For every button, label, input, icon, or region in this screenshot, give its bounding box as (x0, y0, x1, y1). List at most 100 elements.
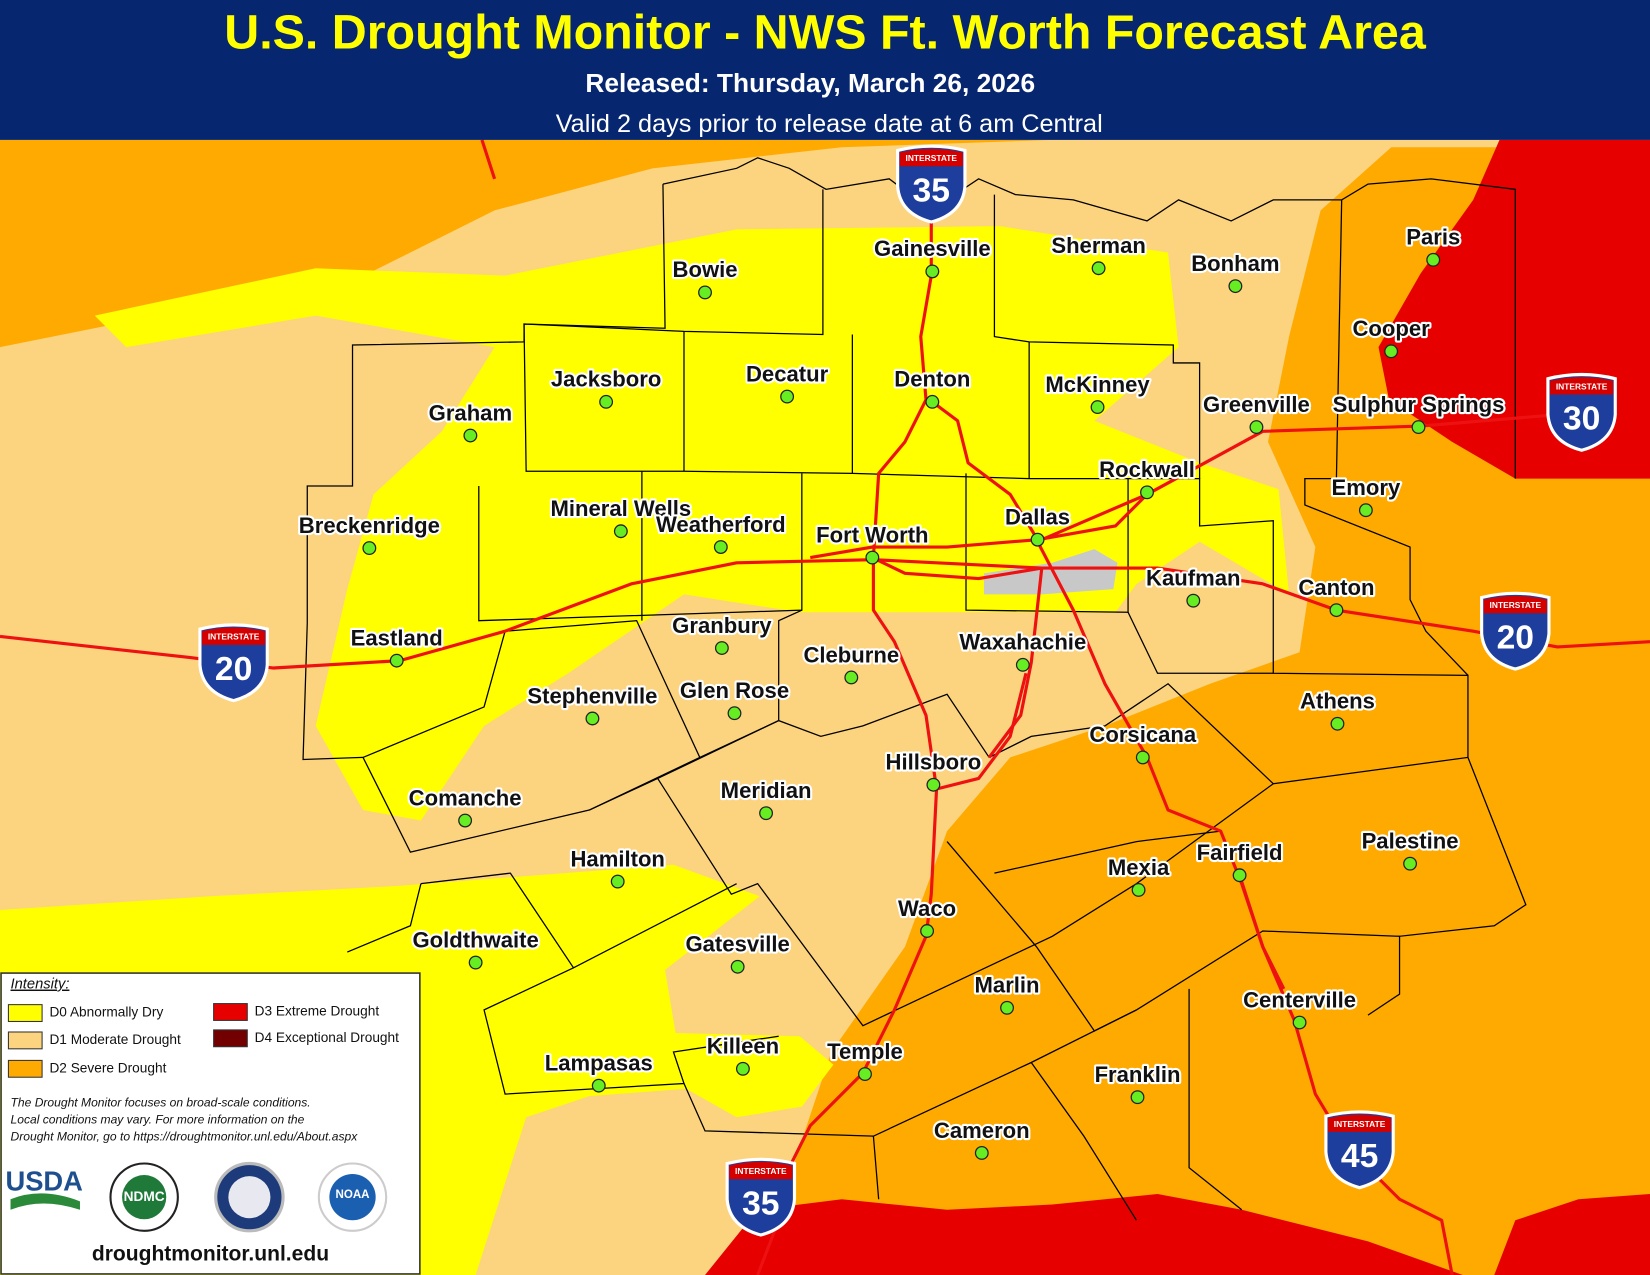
legend-swatch (213, 1029, 248, 1048)
road (871, 556, 1044, 759)
interstate-shield: INTERSTATE 20 (198, 623, 269, 703)
city-marker (714, 641, 729, 655)
city-label: McKinney (1045, 372, 1150, 397)
city-marker (1358, 503, 1373, 518)
interstate-shield: INTERSTATE 35 (725, 1157, 797, 1237)
city-label: Temple (827, 1039, 903, 1064)
city-label: Bowie (673, 257, 738, 282)
legend-label: D3 Extreme Drought (255, 1004, 380, 1019)
city-label: Lampasas (545, 1050, 653, 1075)
legend-note: Drought Monitor, go to https://droughtmo… (11, 1129, 359, 1143)
title: U.S. Drought Monitor - NWS Ft. Worth For… (224, 6, 1427, 60)
city-marker (591, 1078, 606, 1093)
shield-top (729, 1161, 793, 1180)
city-label: Kaufman (1146, 565, 1240, 590)
legend-label: D2 Severe Drought (49, 1060, 166, 1075)
county-line (872, 1136, 880, 1200)
county-line (965, 473, 1129, 613)
city-marker (698, 285, 712, 300)
shield-number: 45 (1341, 1138, 1378, 1175)
drought-area (1494, 1193, 1650, 1275)
logo-noaa-text: NOAA (335, 1189, 370, 1201)
city-marker (858, 1067, 872, 1082)
city-marker (613, 524, 628, 539)
interstate-shields: INTERSTATE35INTERSTATE20INTERSTATE30INTE… (198, 144, 1617, 1237)
lake (983, 549, 1118, 595)
county-line (1304, 199, 1469, 676)
city-marker (1135, 750, 1150, 765)
city-marker (1426, 252, 1441, 267)
legend-swatch (7, 1004, 43, 1022)
city-marker (759, 806, 774, 821)
city-marker (1015, 657, 1030, 672)
interstate-shield: INTERSTATE 35 (896, 144, 967, 224)
city-marker (1232, 868, 1247, 883)
county-line (662, 157, 1516, 479)
city-marker (844, 670, 859, 685)
shield-label: INTERSTATE (208, 632, 260, 642)
valid-note: Valid 2 days prior to release date at 6 … (556, 110, 1103, 138)
legend-label: D4 Exceptional Drought (255, 1030, 399, 1045)
city-label: Mexia (1108, 855, 1170, 880)
legend-label: D1 Moderate Drought (49, 1032, 181, 1047)
city-marker (1403, 856, 1418, 871)
drought-area (94, 226, 1290, 821)
logo-ndmc-text: NDMC (124, 1189, 165, 1204)
shield-top (899, 148, 963, 167)
logo-ndmc-inner (122, 1175, 167, 1220)
city-marker (1384, 344, 1399, 359)
county-line (1127, 611, 1274, 674)
city-marker (1091, 261, 1106, 276)
county-line (1188, 988, 1243, 1211)
county-line (993, 194, 1201, 479)
shield-number: 35 (742, 1185, 779, 1222)
shield-top (202, 627, 266, 645)
city-label: Gatesville (685, 932, 789, 957)
road (936, 672, 1028, 791)
city-marker (1030, 532, 1045, 547)
city-label: Dallas (1005, 504, 1070, 529)
city-marker (727, 706, 742, 721)
city-label: Comanche (409, 785, 522, 810)
city-marker (585, 711, 600, 726)
county-line (478, 473, 803, 622)
county-line (420, 872, 737, 969)
city-marker (463, 428, 478, 443)
legend-note: Local conditions may vary. For more info… (11, 1113, 305, 1127)
city-marker (713, 540, 728, 554)
shield-label: INTERSTATE (1490, 600, 1542, 610)
city-label: Killeen (707, 1034, 779, 1059)
city-marker (610, 874, 625, 889)
city-label: Rockwall (1099, 457, 1195, 482)
road (480, 139, 497, 180)
legend-swatch (7, 1059, 43, 1078)
city-label: Gainesville (874, 236, 991, 261)
county-line (362, 756, 701, 853)
road (787, 210, 939, 1169)
city-label: Sherman (1051, 233, 1145, 258)
city-label: Emory (1332, 475, 1401, 500)
interstate-shield: INTERSTATE 30 (1546, 372, 1617, 452)
released-date: Released: Thursday, March 26, 2026 (585, 68, 1035, 98)
city-marker (920, 924, 935, 938)
city-label: Glen Rose (680, 678, 789, 703)
shield-top (1483, 595, 1547, 614)
city-label: Sulphur Springs (1333, 392, 1505, 417)
city-label: Eastland (351, 625, 443, 650)
logo-doc-inner (228, 1176, 271, 1219)
city-label: Cooper (1352, 316, 1430, 341)
legend-title: Intensity: (11, 977, 70, 993)
drought-area (705, 1193, 1463, 1275)
city-label: Granbury (672, 613, 772, 638)
city-label: Mineral Wells (550, 496, 691, 521)
city-label: Hillsboro (886, 750, 982, 775)
logo-usda-wave (10, 1193, 80, 1210)
city-marker (1186, 593, 1201, 608)
city-label: Hamilton (570, 846, 664, 871)
city-label: Meridian (721, 778, 812, 803)
shield-label: INTERSTATE (906, 153, 958, 163)
city-marker (1292, 1015, 1307, 1030)
city-marker (458, 813, 473, 828)
